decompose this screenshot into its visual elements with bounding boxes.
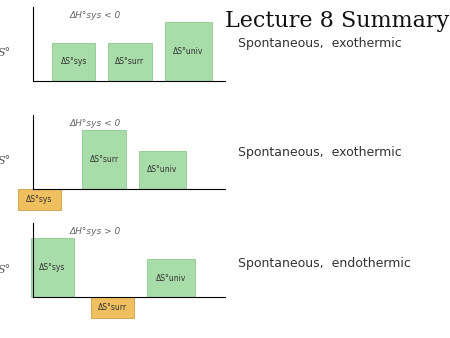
Text: ΔH°sys < 0: ΔH°sys < 0 (69, 11, 121, 20)
Text: Spontaneous,  exothermic: Spontaneous, exothermic (238, 146, 402, 159)
Text: ΔS°univ: ΔS°univ (156, 273, 186, 283)
Text: Spontaneous,  endothermic: Spontaneous, endothermic (238, 257, 411, 270)
Text: S°: S° (0, 48, 11, 58)
FancyBboxPatch shape (139, 151, 186, 189)
FancyBboxPatch shape (31, 238, 74, 297)
Text: ΔS°surr: ΔS°surr (90, 155, 119, 164)
Text: ΔS°surr: ΔS°surr (98, 303, 127, 312)
Text: ΔS°surr: ΔS°surr (115, 57, 144, 66)
FancyBboxPatch shape (52, 43, 95, 81)
FancyBboxPatch shape (108, 43, 152, 81)
Text: ΔH°sys < 0: ΔH°sys < 0 (69, 119, 121, 128)
Text: ΔS°sys: ΔS°sys (26, 195, 53, 204)
Text: ΔS°sys: ΔS°sys (61, 57, 87, 66)
Text: Spontaneous,  exothermic: Spontaneous, exothermic (238, 38, 402, 50)
Text: S°: S° (0, 265, 11, 274)
Text: ΔS°univ: ΔS°univ (173, 47, 203, 56)
FancyBboxPatch shape (82, 130, 126, 189)
FancyBboxPatch shape (91, 297, 134, 318)
FancyBboxPatch shape (18, 189, 61, 210)
Text: ΔS°sys: ΔS°sys (39, 263, 65, 272)
Text: S°: S° (0, 156, 11, 166)
Text: ΔH°sys > 0: ΔH°sys > 0 (69, 227, 121, 236)
FancyBboxPatch shape (147, 259, 195, 297)
Text: ΔS°univ: ΔS°univ (147, 165, 178, 174)
Text: Lecture 8 Summary: Lecture 8 Summary (225, 10, 450, 32)
FancyBboxPatch shape (165, 22, 212, 81)
